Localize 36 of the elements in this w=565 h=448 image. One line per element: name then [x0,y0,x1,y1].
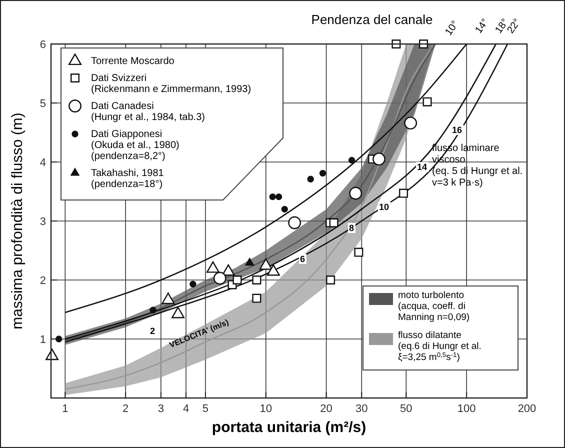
legend-label: flusso dilatante (eq.6 di Hungr et al. ξ=3,25 m$^{0,5}$s$^{-1}$) [398,330,482,363]
legend-label: Dati Canadesi (Hungr et al., 1984, tab.3) [91,101,205,123]
y-tick-label: 5 [40,98,46,110]
x-tick-label: 200 [518,403,536,415]
x-tick-label: 5 [202,403,209,415]
text: 14° [473,17,492,36]
y-tick-label: 6 [40,39,46,51]
x-axis-title: portata unitaria (m²/s) [212,419,366,436]
y-tick-label: 3 [40,216,46,228]
legend-label: Dati Giapponesi (Okuda et al., 1980) (pendenza=8,2°) [91,129,180,162]
text: 22° [505,17,524,36]
legend-label: Takahashi, 1981 (pendenza=18°) [91,168,164,190]
x-tick-label: 20 [320,403,332,415]
x-tick-label: 4 [182,403,190,415]
x-tick-label: 10 [260,403,272,415]
x-tick-label: 100 [457,403,476,415]
y-tick-label: 4 [40,157,46,169]
x-tick-label: 3 [158,403,164,415]
annotation: 10 [379,202,390,212]
legend-label: Dati Svizzeri (Rickenmann e Zimmermann, 1993) [91,73,252,95]
x-tick-label: 2 [122,403,129,415]
text: Pendenza del canale [311,12,433,27]
y-tick-label: 2 [40,275,46,287]
annotation: 14 [417,162,428,172]
x-tick-label: 1 [62,403,68,415]
y-tick-label: 1 [40,334,46,346]
legend-label: Torrente Moscardo [91,56,175,67]
text: 10° [443,19,462,38]
annotation: 6 [300,254,306,264]
annotation: 2 [150,326,156,336]
x-tick-label: 30 [356,403,368,415]
x-tick-label: 50 [400,403,412,415]
annotation: 16 [452,125,462,135]
y-axis-title: massima profondità di flusso (m) [9,112,26,330]
annotation: 8 [349,223,354,233]
legend-label: moto turbolento (acqua, coeff. di Manning n=0,09) [398,290,470,323]
